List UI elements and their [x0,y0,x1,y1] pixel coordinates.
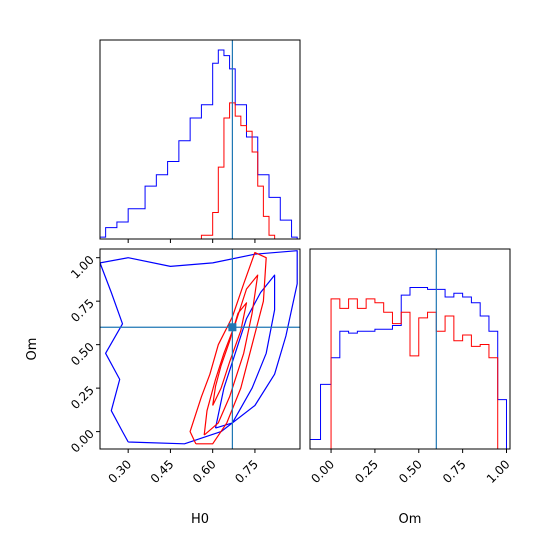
om-marginal-frame [309,248,511,450]
contour-blue-outer [100,250,298,445]
h0-marginal-x-ticks [127,239,256,243]
h0-marginal-panel [99,39,301,240]
contour-red-outer [189,251,267,445]
om-y-axis-label: Om [25,338,40,361]
h0-om-joint-frame [99,248,301,450]
om-marginal-panel [309,248,511,450]
h0-marginal-frame [99,39,301,240]
contour-blue-inner [214,274,276,429]
om-blue-histogram [309,287,507,449]
om-red-histogram [310,298,507,450]
h0-blue-histogram [99,49,298,239]
contour-red-inner [212,302,248,406]
h0-axis-label: H0 [191,512,209,527]
joint-truth-marker [228,323,237,332]
contour-red-middle [203,274,259,436]
h0-om-joint-panel [99,248,301,450]
om-x-axis-label: Om [399,512,422,527]
